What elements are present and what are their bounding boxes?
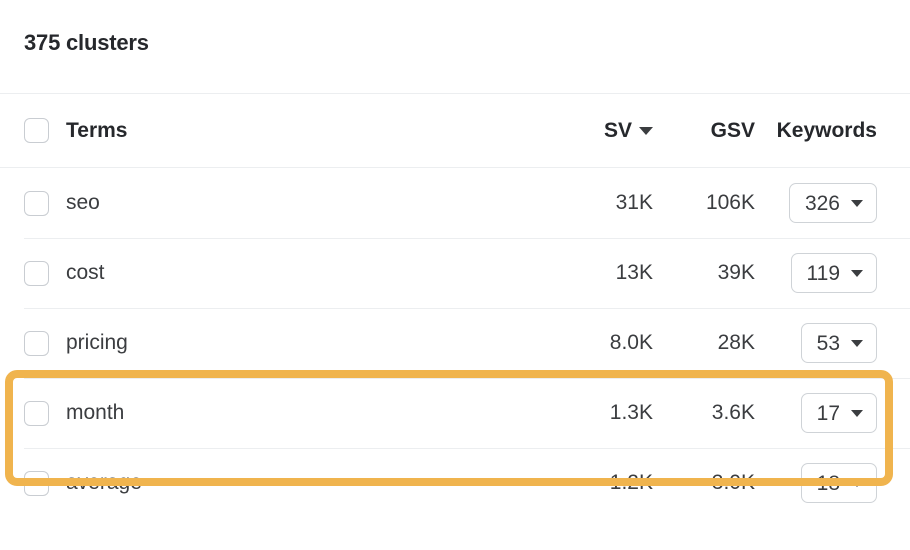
keywords-dropdown[interactable]: 119 (790, 253, 877, 293)
row-checkbox[interactable] (24, 260, 49, 286)
cell-sv: 8.0K (609, 331, 653, 354)
table-row[interactable]: pricing 8.0K 28K 53 (0, 308, 910, 378)
cell-term: seo (66, 191, 100, 214)
column-header-sv[interactable]: SV (543, 119, 653, 143)
chevron-down-icon (851, 269, 863, 277)
cell-sv: 1.3K (609, 401, 653, 424)
cell-sv: 31K (615, 191, 653, 214)
keywords-dropdown[interactable]: 17 (800, 393, 877, 433)
cell-keywords: 53 (755, 323, 910, 363)
clusters-table: Terms SV GSV Keywords seo 31K 106K 326 (0, 93, 910, 518)
cell-gsv: 3.0K (711, 471, 755, 494)
row-select-cell[interactable] (0, 260, 66, 286)
column-header-terms[interactable]: Terms (66, 118, 128, 142)
table-row[interactable]: seo 31K 106K 326 (0, 168, 910, 238)
row-select-cell[interactable] (0, 470, 66, 496)
table-header-row: Terms SV GSV Keywords (0, 93, 910, 168)
keywords-count: 18 (816, 471, 840, 495)
table-row[interactable]: cost 13K 39K 119 (0, 238, 910, 308)
cell-gsv: 39K (717, 261, 755, 284)
cell-keywords: 119 (755, 253, 910, 293)
cell-sv: 1.2K (609, 471, 653, 494)
keywords-count: 326 (804, 191, 840, 215)
row-select-cell[interactable] (0, 400, 66, 426)
keywords-dropdown[interactable]: 18 (800, 463, 877, 503)
column-header-gsv[interactable]: GSV (710, 118, 755, 142)
cell-sv: 13K (615, 261, 653, 284)
keywords-count: 119 (806, 261, 840, 285)
select-all-cell[interactable] (0, 118, 66, 143)
row-select-cell[interactable] (0, 190, 66, 216)
cell-keywords: 18 (755, 463, 910, 503)
table-row-highlighted[interactable]: month 1.3K 3.6K 17 (0, 378, 910, 448)
cell-keywords: 326 (755, 183, 910, 223)
cell-gsv: 106K (705, 191, 755, 214)
cell-term: month (66, 401, 125, 424)
page-title: 375 clusters (24, 30, 149, 55)
caret-down-icon (639, 126, 653, 135)
chevron-down-icon (851, 409, 863, 417)
row-checkbox[interactable] (24, 400, 49, 426)
cell-term: pricing (66, 331, 128, 354)
keywords-count: 53 (816, 331, 840, 355)
row-checkbox[interactable] (24, 470, 49, 496)
cell-gsv: 3.6K (711, 401, 755, 424)
column-header-keywords[interactable]: Keywords (776, 118, 877, 142)
cell-term: average (66, 471, 142, 494)
keywords-dropdown[interactable]: 326 (788, 183, 877, 223)
row-checkbox[interactable] (24, 330, 49, 356)
table-row[interactable]: average 1.2K 3.0K 18 (0, 448, 910, 518)
select-all-checkbox[interactable] (24, 118, 49, 143)
cell-gsv: 28K (717, 331, 755, 354)
row-checkbox[interactable] (24, 190, 49, 216)
chevron-down-icon (851, 479, 863, 487)
cell-term: cost (66, 261, 105, 284)
chevron-down-icon (851, 199, 863, 207)
keywords-dropdown[interactable]: 53 (800, 323, 877, 363)
keywords-count: 17 (816, 401, 840, 425)
row-select-cell[interactable] (0, 330, 66, 356)
cell-keywords: 17 (755, 393, 910, 433)
chevron-down-icon (851, 339, 863, 347)
column-header-sv-label: SV (603, 118, 632, 142)
